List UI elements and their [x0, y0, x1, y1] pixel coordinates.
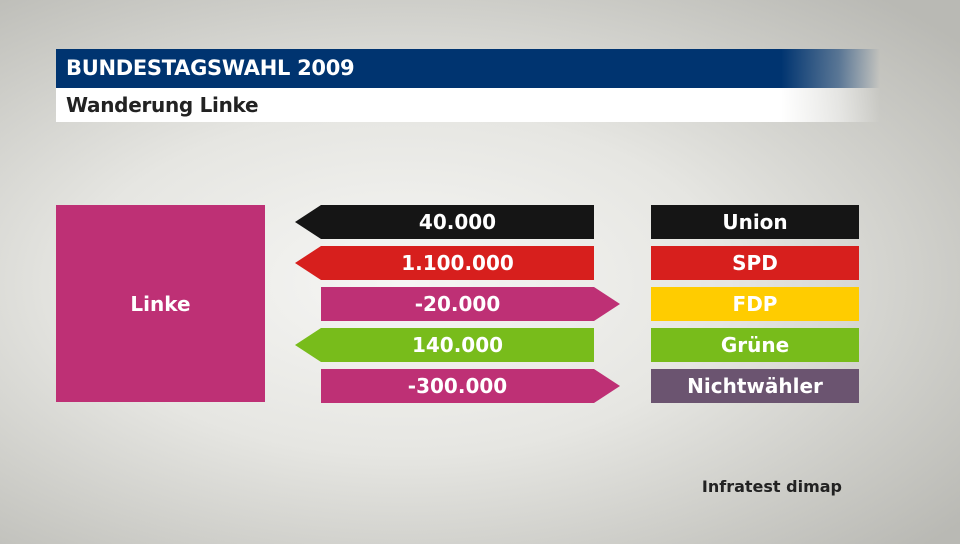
- party-label-fdp: FDP: [733, 292, 778, 316]
- flow-arrow-gruene: [295, 328, 594, 362]
- party-label-box-union: [651, 205, 859, 239]
- flow-value-spd: 1.100.000: [401, 251, 514, 275]
- page-title: BUNDESTAGSWAHL 2009: [66, 56, 355, 80]
- flow-arrow-spd: [295, 246, 594, 280]
- party-box-linke: Linke: [56, 205, 265, 402]
- flow-arrow-nichtwaehler: [321, 369, 620, 403]
- party-label-box-spd: [651, 246, 859, 280]
- subtitle-bar: Wanderung Linke: [56, 88, 880, 122]
- party-label-box-gruene: [651, 328, 859, 362]
- flow-value-nichtwaehler: -300.000: [408, 374, 507, 398]
- party-label: Linke: [130, 291, 191, 316]
- party-label-spd: SPD: [732, 251, 778, 275]
- flow-value-union: 40.000: [419, 210, 496, 234]
- party-label-nichtwaehler: Nichtwähler: [687, 374, 823, 398]
- flow-arrow-fdp: [321, 287, 620, 321]
- flow-value-fdp: -20.000: [415, 292, 500, 316]
- title-bar: BUNDESTAGSWAHL 2009: [56, 49, 880, 88]
- page-subtitle: Wanderung Linke: [66, 93, 259, 117]
- party-label-gruene: Grüne: [721, 333, 789, 357]
- party-label-union: Union: [722, 210, 787, 234]
- source-label: Infratest dimap: [701, 477, 842, 496]
- flow-value-gruene: 140.000: [412, 333, 503, 357]
- party-label-box-nichtwaehler: [651, 369, 859, 403]
- flow-arrow-union: [295, 205, 594, 239]
- party-label-box-fdp: [651, 287, 859, 321]
